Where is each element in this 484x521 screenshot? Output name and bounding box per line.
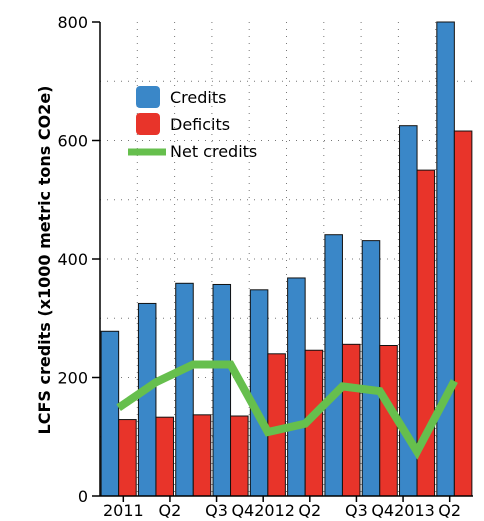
x-tick-label: Q2 xyxy=(298,501,321,520)
bar-credits xyxy=(287,277,306,497)
legend-label-credits: Credits xyxy=(170,88,226,107)
bar-credits xyxy=(212,283,232,497)
x-tick-label: Q2 xyxy=(159,501,182,520)
x-tick-label: Q3 xyxy=(345,501,368,520)
legend-label-deficits: Deficits xyxy=(170,115,230,134)
legend: Credits Deficits Net credits xyxy=(128,86,257,161)
bar-deficits xyxy=(192,414,212,497)
bar-credits xyxy=(175,282,194,497)
x-tick-label: 2011 xyxy=(103,501,144,520)
y-tick-label: 600 xyxy=(57,132,88,151)
bar-deficits xyxy=(155,416,174,497)
bars-layer xyxy=(100,21,473,497)
y-tick-label: 400 xyxy=(57,250,88,269)
bar-deficits xyxy=(118,419,137,497)
x-tick-label: Q42013 xyxy=(371,501,435,520)
bar-credits xyxy=(361,240,381,497)
bar-deficits xyxy=(341,343,361,497)
y-axis-label: LCFS credits (x1000 metric tons CO2e) xyxy=(35,86,54,435)
y-tick-label: 200 xyxy=(57,369,88,388)
bar-deficits xyxy=(453,130,473,497)
bar-credits xyxy=(436,21,455,497)
y-tick-label: 0 xyxy=(78,487,88,506)
series-line-net-credits xyxy=(116,360,458,460)
legend-swatch-credits xyxy=(136,86,160,108)
legend-swatch-deficits xyxy=(136,113,160,135)
x-tick-label: Q42012 xyxy=(231,501,295,520)
line-layer xyxy=(116,360,458,460)
x-tick-label: Q2 xyxy=(438,501,461,520)
x-tick-label: Q3 xyxy=(205,501,228,520)
bar-credits xyxy=(137,302,157,497)
bar-credits xyxy=(100,330,120,497)
bar-credits xyxy=(324,234,343,497)
legend-label-net-credits: Net credits xyxy=(170,142,257,161)
bar-deficits xyxy=(230,415,249,497)
bar-credits xyxy=(249,289,269,497)
y-tick-label: 800 xyxy=(57,13,88,32)
